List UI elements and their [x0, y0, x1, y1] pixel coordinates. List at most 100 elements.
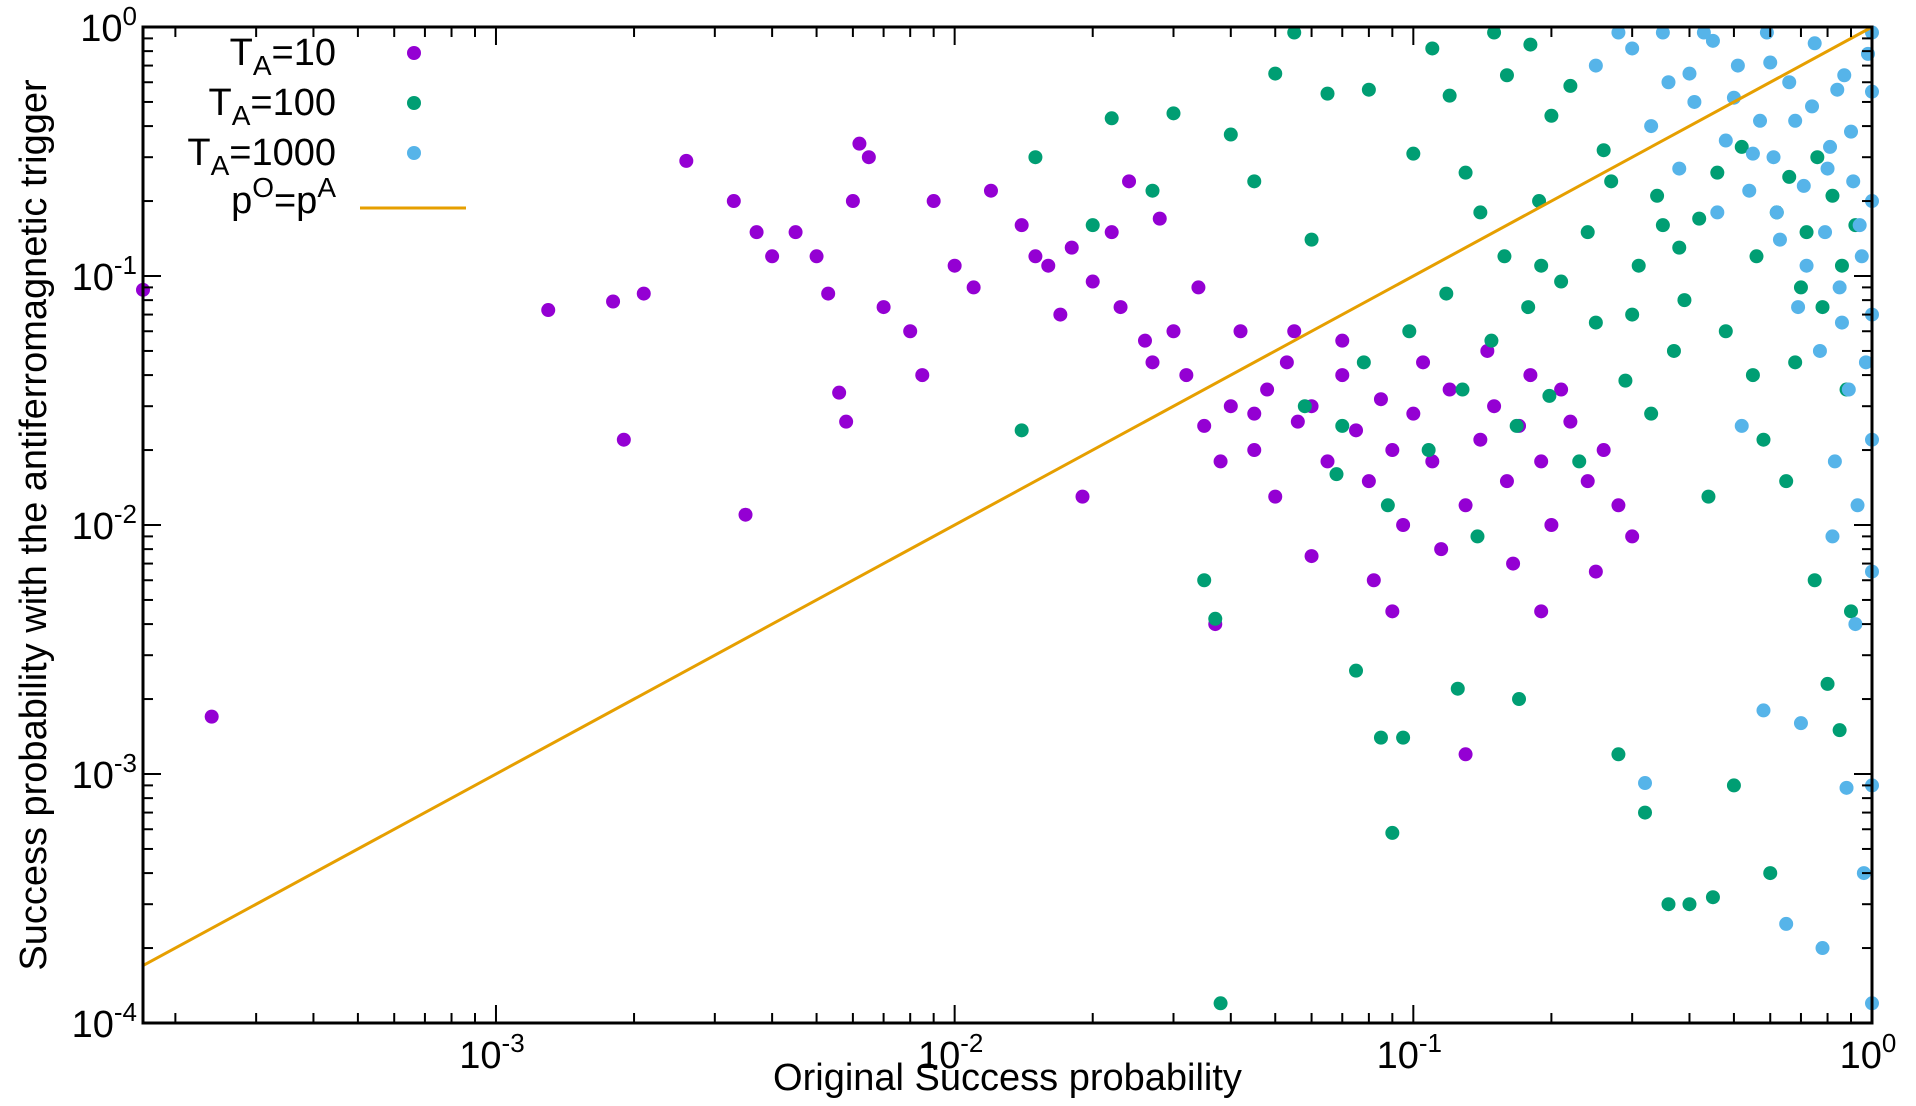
data-point-series-1 — [616, 432, 631, 447]
data-point-series-2 — [1329, 467, 1344, 482]
data-point-series-1 — [861, 150, 876, 165]
data-point-series-1 — [1041, 258, 1056, 273]
data-point-series-3 — [1841, 382, 1856, 397]
data-point-series-2 — [1726, 778, 1741, 793]
data-point-series-2 — [1734, 139, 1749, 154]
data-point-series-2 — [1104, 111, 1119, 126]
legend-label: TA=1000 — [187, 132, 336, 181]
data-point-series-2 — [1458, 165, 1473, 180]
data-point-series-3 — [1805, 99, 1820, 114]
data-point-series-1 — [966, 280, 981, 295]
data-point-series-1 — [1385, 604, 1400, 619]
data-point-series-2 — [1749, 249, 1764, 264]
data-point-series-1 — [1122, 174, 1137, 189]
data-point-series-2 — [1208, 611, 1223, 626]
data-point-series-2 — [1361, 82, 1376, 97]
data-point-series-1 — [852, 136, 867, 151]
data-point-series-3 — [1788, 113, 1803, 128]
data-point-series-2 — [1710, 165, 1725, 180]
data-point-series-3 — [1682, 66, 1697, 81]
data-layer — [136, 25, 1879, 1011]
data-point-series-1 — [1434, 542, 1449, 557]
data-point-series-3 — [1825, 529, 1840, 544]
data-point-series-2 — [1197, 573, 1212, 588]
data-point-series-1 — [1396, 518, 1411, 532]
data-point-series-2 — [1763, 866, 1778, 881]
data-point-series-2 — [1085, 218, 1100, 233]
data-point-series-3 — [1852, 218, 1867, 233]
data-point-series-3 — [1742, 183, 1757, 198]
x-tick-label: 10-1 — [1377, 1028, 1442, 1077]
data-point-series-1 — [1279, 355, 1294, 370]
data-point-series-1 — [749, 225, 764, 240]
data-point-series-1 — [1179, 368, 1194, 383]
data-point-series-2 — [1484, 333, 1499, 348]
data-point-series-3 — [1827, 454, 1842, 469]
data-point-series-1 — [1247, 443, 1262, 458]
data-point-series-3 — [1858, 355, 1873, 370]
data-point-series-1 — [845, 194, 860, 209]
data-point-series-1 — [1290, 414, 1305, 429]
data-point-series-1 — [1028, 249, 1043, 264]
data-point-series-3 — [1661, 75, 1676, 90]
data-point-series-3 — [1705, 33, 1720, 48]
data-point-series-2 — [1672, 240, 1687, 255]
data-point-series-2 — [1666, 343, 1681, 358]
data-point-series-1 — [1366, 573, 1381, 588]
data-point-series-2 — [1563, 78, 1578, 93]
data-point-series-3 — [1753, 113, 1768, 128]
data-point-series-3 — [1718, 133, 1733, 148]
legend-marker — [407, 146, 421, 160]
data-point-series-2 — [1779, 474, 1794, 489]
data-point-series-3 — [1772, 232, 1787, 247]
data-point-series-1 — [679, 153, 694, 168]
data-point-series-1 — [1506, 556, 1521, 571]
data-point-series-1 — [1473, 432, 1488, 447]
data-point-series-1 — [903, 324, 918, 339]
data-point-series-2 — [1373, 730, 1388, 745]
data-point-series-1 — [1213, 454, 1228, 469]
data-point-series-1 — [1320, 454, 1335, 469]
data-point-series-3 — [1854, 249, 1869, 264]
data-point-series-1 — [1458, 498, 1473, 513]
data-point-series-1 — [821, 286, 836, 301]
data-point-series-2 — [1287, 25, 1302, 40]
y-tick-label: 10-2 — [72, 499, 137, 548]
data-point-series-1 — [1075, 489, 1090, 504]
data-point-series-2 — [1718, 324, 1733, 339]
data-point-series-2 — [1349, 663, 1364, 678]
data-point-series-2 — [1166, 106, 1181, 121]
data-point-series-2 — [1509, 418, 1524, 433]
data-point-series-1 — [1233, 324, 1248, 339]
data-point-series-3 — [1625, 41, 1640, 56]
y-tick-label: 100 — [80, 1, 137, 50]
data-point-series-1 — [1580, 474, 1595, 489]
data-point-series-1 — [1113, 300, 1128, 315]
data-point-series-2 — [1661, 897, 1676, 912]
data-point-series-3 — [1820, 161, 1835, 176]
data-point-series-1 — [1534, 604, 1549, 619]
data-point-series-1 — [1588, 564, 1603, 579]
data-point-series-1 — [1014, 218, 1029, 233]
data-point-series-3 — [1812, 343, 1827, 358]
data-point-series-3 — [1807, 36, 1822, 51]
data-point-series-1 — [1385, 443, 1400, 458]
data-point-series-2 — [1304, 232, 1319, 247]
data-point-series-2 — [1028, 150, 1043, 165]
data-point-series-1 — [541, 303, 556, 318]
data-point-series-1 — [1554, 382, 1569, 397]
data-point-series-1 — [1373, 392, 1388, 407]
data-point-series-1 — [1563, 414, 1578, 429]
data-point-series-1 — [1534, 454, 1549, 469]
data-point-series-1 — [915, 368, 930, 383]
data-point-series-2 — [1692, 211, 1707, 226]
data-point-series-3 — [1730, 58, 1745, 73]
data-point-series-3 — [1696, 25, 1711, 40]
data-point-series-3 — [1844, 124, 1859, 139]
data-point-series-3 — [1839, 780, 1854, 795]
data-point-series-1 — [1166, 324, 1181, 339]
data-point-series-1 — [1458, 747, 1473, 762]
data-point-series-2 — [1834, 258, 1849, 273]
y-ticks: 10-4 10-3 10-2 10-1 100 — [72, 1, 1872, 1046]
data-point-series-1 — [1287, 324, 1302, 339]
